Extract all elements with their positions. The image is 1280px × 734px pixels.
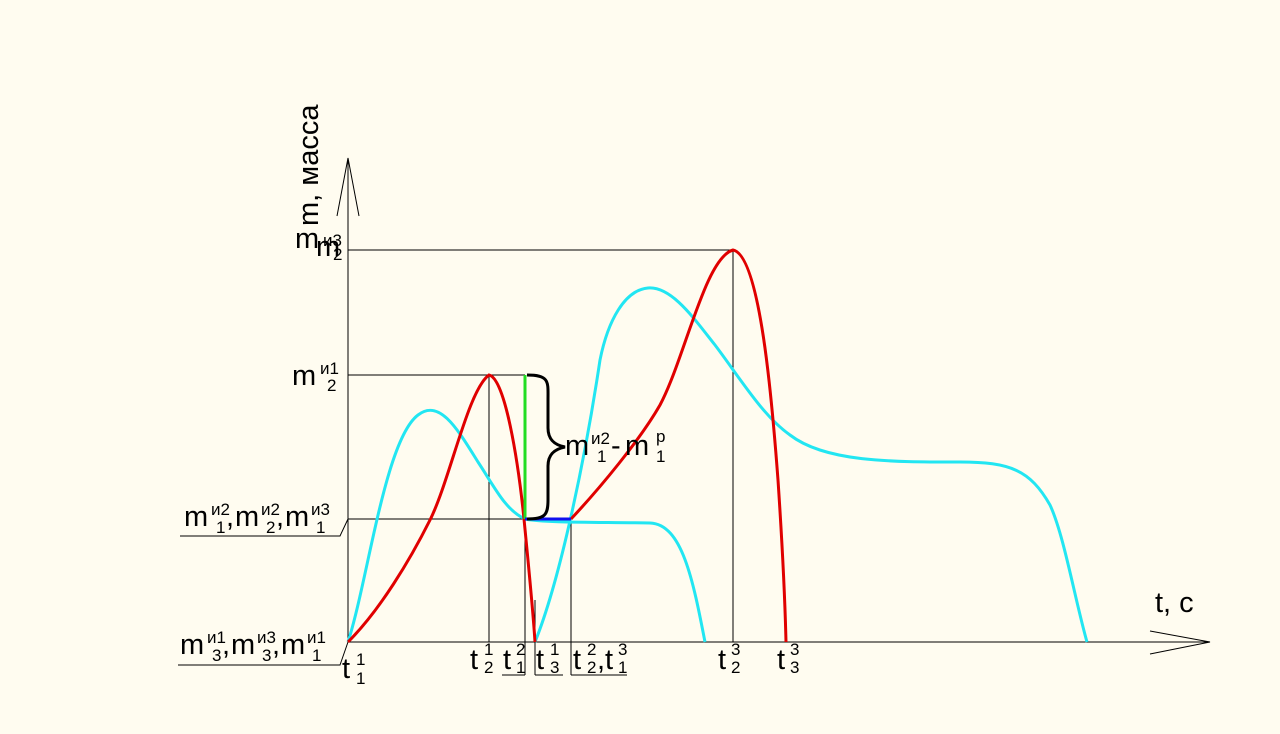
label-x-t21-base: t	[503, 644, 511, 676]
label-y-low-2-base: m	[235, 501, 259, 533]
label-x-t12-sup: 1	[484, 640, 493, 659]
label-x-t32-sub: 2	[731, 658, 740, 677]
label-y-origin-2-base: m	[231, 629, 255, 661]
label-y-origin: m и1 3 , m и3 3 , m и1 1	[180, 628, 326, 665]
label-x-t12-sub: 2	[484, 658, 493, 677]
label-y-low-2-sup: и2	[261, 500, 280, 519]
annotation-a-sup: и2	[591, 429, 610, 448]
label-x-t22-sup: 2	[587, 640, 596, 659]
label-y-origin-comma-1: ,	[222, 629, 230, 661]
leader-low	[180, 518, 349, 537]
red-curve-second	[569, 248, 788, 643]
label-x-t13-base: t	[536, 644, 544, 676]
label-y-low-3-base: m	[285, 501, 309, 533]
label-y-top-base: m	[316, 231, 340, 263]
red-curve-first	[346, 373, 537, 644]
label-y-origin-3-base: m	[281, 629, 305, 661]
label-x-t33-base: t	[777, 644, 785, 676]
annotation-minus: -	[611, 430, 621, 462]
label-x-t21: t 2 1	[503, 640, 525, 677]
label-y-mid-sub: 2	[327, 376, 336, 395]
cyan-curve-second	[533, 286, 1089, 643]
y-axis-symbol: m	[295, 223, 319, 255]
label-x-t11-base: t	[342, 653, 350, 685]
annotation-a-sub: 1	[597, 447, 606, 466]
annotation-b-sub: 1	[656, 447, 665, 466]
label-x-t33-sub: 3	[790, 658, 799, 677]
label-y-low-comma-1: ,	[226, 501, 234, 533]
annotation-a-base: m	[565, 430, 589, 462]
label-y-top-sup: и3	[323, 231, 342, 250]
label-x-t13-sub: 3	[550, 658, 559, 677]
label-y-origin-3-sub: 1	[312, 646, 321, 665]
label-y-low-2-sub: 2	[266, 518, 275, 537]
label-y-top-sub: 2	[333, 245, 342, 264]
label-x-t11: t 1 1	[342, 650, 365, 688]
label-y-low-3-sup: и3	[311, 500, 330, 519]
leader-origin	[178, 641, 349, 666]
label-y-origin-1-base: m	[180, 629, 204, 661]
label-y-mid-base: m	[292, 360, 316, 392]
annotation-b-base: m	[625, 430, 649, 462]
label-y-mid-sup: и1	[320, 359, 339, 378]
axes	[336, 157, 1211, 655]
label-y-origin-2-sub: 3	[262, 646, 271, 665]
label-y-origin-comma-2: ,	[272, 629, 280, 661]
curly-brace	[526, 373, 566, 521]
label-y-mid: m и1 2	[292, 359, 339, 395]
label-y-low-1-sup: и2	[211, 500, 230, 519]
label-x-t31-base: t	[605, 644, 613, 676]
label-x-t12-base: t	[470, 644, 478, 676]
label-y-origin-2-sup: и3	[257, 628, 276, 647]
label-x-t33: t 3 3	[777, 640, 799, 677]
label-y-low-comma-2: ,	[276, 501, 284, 533]
y-axis-title: m, масса	[293, 104, 325, 226]
cyan-curve-first	[346, 408, 707, 643]
curves	[346, 248, 1089, 644]
label-x-t22-t31-comma: ,	[597, 644, 605, 676]
brace-annotation: m и2 1 - m р 1	[565, 427, 665, 466]
label-y-origin-1-sub: 3	[212, 646, 221, 665]
label-x-t22-sub: 2	[587, 658, 596, 677]
label-y-low: m и2 1 , m и2 2 , m и3 1	[184, 500, 330, 537]
label-x-t21-sub: 1	[516, 658, 525, 677]
x-axis-title: t, с	[1155, 587, 1194, 619]
label-y-low-1-sub: 1	[216, 518, 225, 537]
annotation-b-sup: р	[656, 427, 665, 446]
label-x-t33-sup: 3	[790, 640, 799, 659]
label-y-origin-3-sup: и1	[307, 628, 326, 647]
label-y-top: m и3 2	[316, 231, 342, 264]
label-x-t22-t31: t 2 2 , t 3 1	[573, 640, 627, 677]
label-x-t21-sup: 2	[516, 640, 525, 659]
x-axis-arrow	[1149, 630, 1211, 655]
label-x-t32-base: t	[718, 644, 726, 676]
label-x-t32: t 3 2	[718, 640, 740, 677]
label-x-t31-sup: 3	[618, 640, 627, 659]
label-x-t12: t 1 2	[470, 640, 493, 677]
y-axis-arrow	[336, 157, 360, 217]
label-x-t31-sub: 1	[618, 658, 627, 677]
label-y-low-1-base: m	[184, 501, 208, 533]
label-y-origin-1-sup: и1	[207, 628, 226, 647]
guide-lines	[178, 249, 735, 676]
label-x-t11-sup: 1	[356, 650, 365, 669]
label-x-t32-sup: 3	[731, 640, 740, 659]
label-x-t13-sup: 1	[550, 640, 559, 659]
label-x-t13: t 1 3	[536, 640, 559, 677]
label-x-t11-sub: 1	[356, 669, 365, 688]
label-y-low-3-sub: 1	[316, 518, 325, 537]
label-x-t22-base: t	[573, 644, 581, 676]
